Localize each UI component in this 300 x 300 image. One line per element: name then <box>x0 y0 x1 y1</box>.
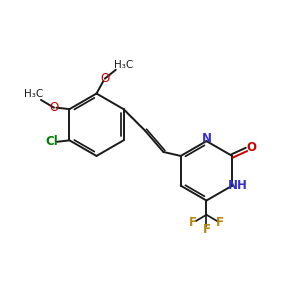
Text: H₃C: H₃C <box>25 89 44 99</box>
Text: H₃C: H₃C <box>114 60 133 70</box>
Text: F: F <box>216 216 224 229</box>
Text: F: F <box>189 216 197 229</box>
Text: O: O <box>100 72 110 85</box>
Text: O: O <box>247 141 257 154</box>
Text: N: N <box>202 132 212 145</box>
Text: NH: NH <box>228 179 247 192</box>
Text: F: F <box>202 223 211 236</box>
Text: Cl: Cl <box>45 135 58 148</box>
Text: O: O <box>50 101 58 114</box>
